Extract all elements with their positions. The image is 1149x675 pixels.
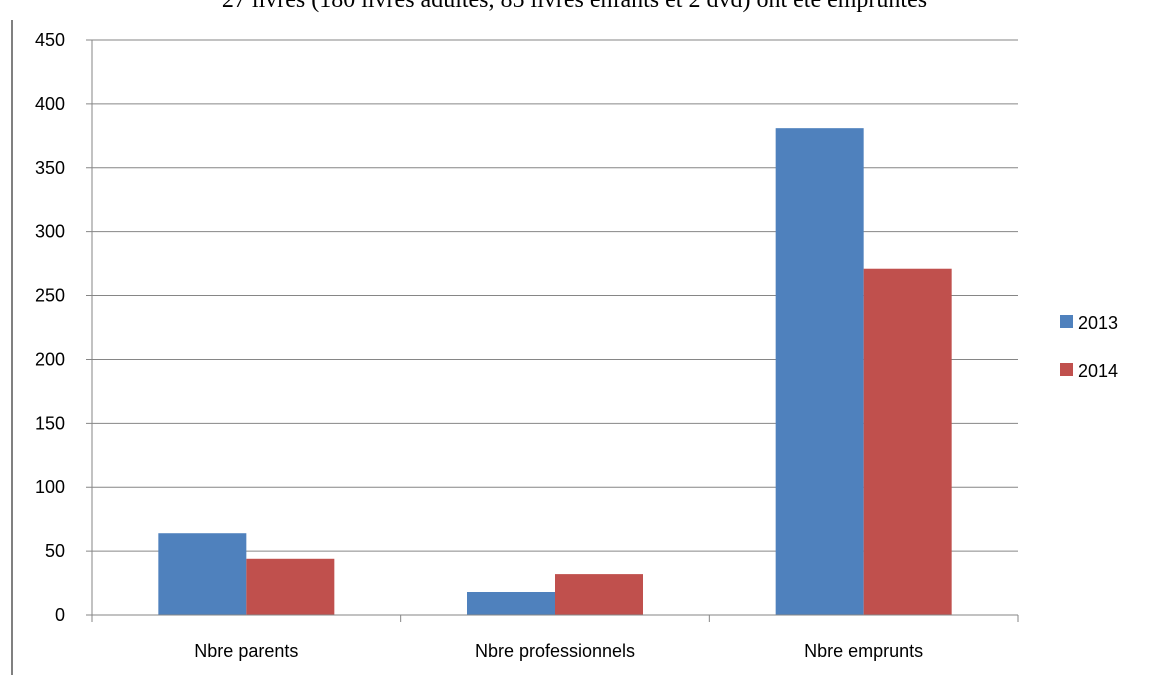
x-category-label: Nbre emprunts [804,641,923,661]
bar-2013-2 [775,128,864,615]
y-tick-label: 250 [35,286,65,306]
bar-2014-2 [863,268,952,615]
y-tick-label: 100 [35,477,65,497]
legend: 2013 2014 [1060,313,1118,381]
bar-2014-1 [555,574,643,615]
y-tick-label: 150 [35,413,65,433]
y-axis: 0 50 100 150 200 250 300 350 400 450 [35,30,93,625]
y-tick-label: 50 [45,541,65,561]
legend-label-2014: 2014 [1078,361,1118,381]
bars [158,128,952,615]
legend-label-2013: 2013 [1078,313,1118,333]
y-tick-label: 400 [35,94,65,114]
x-axis: Nbre parents Nbre professionnels Nbre empr… [86,614,1019,661]
x-category-label: Nbre professionnels [475,641,635,661]
y-tick-label: 300 [35,222,65,242]
y-tick-label: 200 [35,349,65,369]
y-tick-label: 0 [55,605,65,625]
partial-caption-text: 27 livres (180 livres adultes, 85 livres… [221,0,928,13]
bar-2013-1 [467,592,555,615]
y-tick-label: 350 [35,158,65,178]
legend-swatch-2014 [1060,363,1073,376]
bar-2013-0 [158,533,247,615]
y-tick-label: 450 [35,30,65,50]
bar-2014-0 [246,558,335,615]
x-category-label: Nbre parents [194,641,298,661]
legend-swatch-2013 [1060,315,1073,328]
